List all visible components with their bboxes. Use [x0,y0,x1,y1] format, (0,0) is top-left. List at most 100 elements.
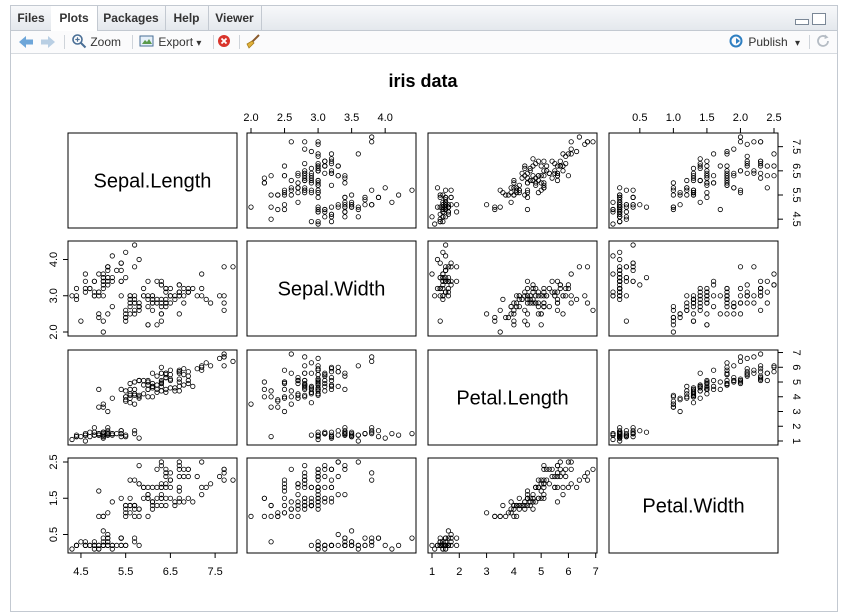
data-point [82,432,89,438]
publish-menu-button[interactable]: Publish ▾ [729,33,800,51]
data-point [590,139,596,145]
data-point [176,311,182,317]
data-point [308,219,314,225]
data-point [432,221,438,227]
data-point [724,182,730,188]
data-point [511,185,517,191]
data-point [362,542,368,548]
data-point [322,546,328,552]
data-point [710,383,717,389]
data-point [163,285,169,292]
data-point [610,430,616,437]
data-point [315,355,321,361]
data-point [389,546,395,552]
data-point [145,304,151,310]
data-point [527,177,533,184]
tab-help[interactable]: Help [165,6,209,30]
data-point [328,364,335,370]
panel-frame [67,349,238,446]
data-point [751,300,757,306]
maximize-pane-icon[interactable] [812,13,826,25]
data-point [176,488,182,494]
data-point [167,477,173,483]
data-point [764,300,770,306]
data-point [302,173,308,179]
data-point [492,318,498,324]
variable-label: Sepal.Width [278,279,386,301]
data-point [710,386,717,392]
tab-files[interactable]: Files [11,6,52,30]
remove-plot-button[interactable] [217,33,231,51]
data-point [176,370,182,376]
data-point [535,495,542,501]
data-point [123,318,129,324]
tick-label: 2.5 [277,112,292,124]
data-point [132,296,138,302]
data-point [549,278,555,284]
data-point [554,499,561,505]
data-point [322,484,328,490]
data-point [737,293,744,299]
data-point [127,304,133,310]
back-arrow-icon[interactable] [17,33,35,51]
clear-all-plots-button[interactable] [245,33,261,51]
data-point [136,462,142,469]
data-point [118,386,124,392]
data-point [217,473,223,480]
data-point [302,484,308,490]
pairs-plot: iris data Sepal.Length Sepal.Width Petal.L… [48,71,802,578]
data-point [527,499,533,505]
data-point [508,304,514,310]
data-point [369,535,375,541]
data-point [123,314,129,321]
zoom-button[interactable]: Zoom [71,33,121,51]
data-point [109,304,115,310]
data-point [771,151,777,157]
data-point [697,289,703,295]
data-point [275,398,281,404]
data-point [158,296,164,302]
data-point [442,535,449,541]
data-point [118,535,124,541]
data-point [751,370,757,376]
data-point [610,271,616,277]
forward-arrow-icon[interactable] [39,33,57,51]
data-point [203,296,209,302]
export-menu-button[interactable]: Export ▾ [139,33,201,51]
data-point [670,314,677,321]
data-point [440,214,446,220]
data-point [764,370,770,376]
data-point [302,499,308,505]
data-point [132,477,138,483]
data-point [123,249,129,255]
data-point [429,542,435,548]
data-point [96,513,102,519]
data-point [308,383,314,389]
data-point [670,180,677,186]
refresh-icon[interactable] [815,33,831,51]
data-point [185,369,191,375]
data-point [73,542,80,548]
data-point [492,206,498,213]
panel-frame [67,240,238,337]
data-point [288,499,294,505]
data-point [185,373,191,379]
data-point [136,395,142,401]
data-point [757,373,764,379]
data-point [442,264,449,270]
data-point [123,513,129,519]
data-point [771,271,777,277]
data-point [308,499,314,505]
tick-label: 4.0 [48,252,60,267]
tab-packages[interactable]: Packages [97,6,166,30]
data-point [557,282,563,288]
data-point [530,282,536,288]
minimize-pane-icon[interactable] [795,19,809,25]
data-point [530,289,536,295]
tab-plots[interactable]: Plots [51,6,98,31]
tab-viewer[interactable]: Viewer [208,6,262,30]
data-point [541,491,547,498]
data-point [724,300,730,306]
data-point [158,364,164,370]
data-point [549,158,555,164]
